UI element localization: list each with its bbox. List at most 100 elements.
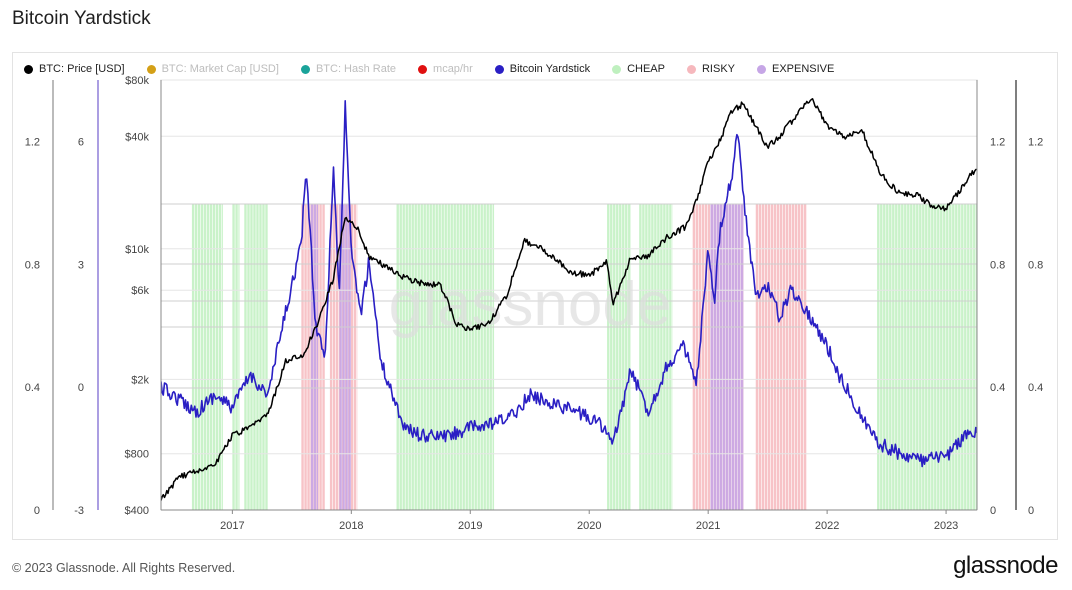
zone-cheap-bar bbox=[426, 204, 429, 510]
zone-cheap-bar bbox=[197, 204, 201, 510]
zone-cheap-bar bbox=[642, 204, 645, 510]
legend-label: EXPENSIVE bbox=[772, 63, 835, 75]
zone-risky-bar bbox=[335, 204, 339, 510]
zone-risky-bar bbox=[698, 204, 702, 510]
legend-item-btc-hash-rate[interactable]: BTC: Hash Rate bbox=[300, 63, 397, 75]
zone-cheap-bar bbox=[901, 204, 904, 510]
chart-legend[interactable]: BTC: Price [USD] BTC: Market Cap [USD] BTC… bbox=[24, 63, 856, 75]
series-line-bitcoin-yardstick[interactable] bbox=[161, 100, 977, 468]
zone-cheap-bar bbox=[492, 204, 495, 510]
zone-cheap-bar bbox=[256, 204, 259, 510]
zone-risky-bar bbox=[353, 204, 357, 510]
zone-cheap-bar bbox=[432, 204, 435, 510]
legend-dot-icon bbox=[494, 64, 504, 74]
zone-risky-bar bbox=[797, 204, 801, 510]
zone-expensive-bar bbox=[348, 204, 351, 510]
plot-area bbox=[160, 79, 978, 511]
zone-expensive-bar bbox=[713, 204, 716, 510]
price-tick-label: $6k bbox=[131, 285, 149, 297]
zone-cheap-bar bbox=[663, 204, 666, 510]
zone-cheap-bar bbox=[886, 204, 889, 510]
zone-cheap-bar bbox=[459, 204, 462, 510]
zone-cheap-bar bbox=[937, 204, 940, 510]
series-line-btc-price[interactable] bbox=[161, 98, 977, 501]
zone-cheap-bar bbox=[889, 204, 892, 510]
zone-risky-bar bbox=[773, 204, 777, 510]
legend-item-risky[interactable]: RISKY bbox=[686, 63, 735, 75]
zone-cheap-bar bbox=[645, 204, 648, 510]
x-tick-label: 2021 bbox=[696, 520, 720, 532]
zone-cheap-bar bbox=[931, 204, 934, 510]
price-tick-label: $80k bbox=[125, 75, 149, 87]
zone-risky-bar bbox=[767, 204, 771, 510]
zone-expensive-bar bbox=[310, 204, 314, 510]
zone-expensive-bar bbox=[313, 204, 317, 510]
zone-risky-bar bbox=[785, 204, 789, 510]
zone-expensive-bar bbox=[345, 204, 348, 510]
yardstick-tick-label: -3 bbox=[74, 505, 84, 517]
x-tick-label: 2020 bbox=[577, 520, 601, 532]
legend-label: BTC: Hash Rate bbox=[315, 63, 397, 75]
zone-cheap-bar bbox=[238, 204, 240, 510]
zone-cheap-bar bbox=[253, 204, 256, 510]
zone-expensive-bar bbox=[731, 204, 734, 510]
zone-cheap-bar bbox=[949, 204, 952, 510]
price-tick-label: $10k bbox=[125, 244, 149, 256]
zone-cheap-bar bbox=[465, 204, 468, 510]
copyright-footer: © 2023 Glassnode. All Rights Reserved. bbox=[12, 561, 236, 575]
legend-label: Bitcoin Yardstick bbox=[509, 63, 591, 75]
zone-risky-bar bbox=[704, 204, 708, 510]
legend-dot-icon bbox=[300, 64, 310, 74]
legend-dot-icon bbox=[418, 64, 428, 74]
zone-cheap-bar bbox=[651, 204, 654, 510]
legend-dot-icon bbox=[757, 64, 766, 74]
x-tick-label: 2018 bbox=[339, 520, 363, 532]
zone-cheap-bar bbox=[468, 204, 471, 510]
zone-cheap-bar bbox=[952, 204, 955, 510]
zone-cheap-bar bbox=[247, 204, 250, 510]
zone-cheap-bar bbox=[940, 204, 943, 510]
zone-cheap-bar bbox=[259, 204, 262, 510]
zone-cheap-bar bbox=[880, 204, 883, 510]
zone-cheap-bar bbox=[474, 204, 477, 510]
legend-item-btc-price-usd[interactable]: BTC: Price [USD] bbox=[24, 63, 125, 75]
legend-item-mcap-hr[interactable]: mcap/hr bbox=[418, 63, 473, 75]
legend-item-bitcoin-yardstick[interactable]: Bitcoin Yardstick bbox=[494, 63, 591, 75]
zone-cheap-bar bbox=[895, 204, 898, 510]
zone-cheap-bar bbox=[970, 204, 973, 510]
legend-item-btc-market-cap-usd[interactable]: BTC: Market Cap [USD] bbox=[146, 63, 279, 75]
zone-cheap-bar bbox=[456, 204, 459, 510]
zone-cheap-bar bbox=[489, 204, 492, 510]
legend-item-expensive[interactable]: EXPENSIVE bbox=[757, 63, 834, 75]
x-tick-label: 2023 bbox=[934, 520, 958, 532]
zone-cheap-bar bbox=[628, 204, 631, 510]
zone-cheap-bar bbox=[910, 204, 913, 510]
zone-risky-bar bbox=[329, 204, 333, 510]
yardstick-tick-label: 6 bbox=[78, 136, 84, 148]
zone-risky-bar bbox=[701, 204, 705, 510]
right-axis-1-tick-label: 0.8 bbox=[990, 259, 1005, 271]
zone-cheap-bar bbox=[925, 204, 928, 510]
signal-zones bbox=[191, 204, 977, 510]
legend-item-cheap[interactable]: CHEAP bbox=[612, 63, 665, 75]
right-axis-1-tick-label: 1.2 bbox=[990, 136, 1005, 148]
zone-cheap-bar bbox=[206, 204, 210, 510]
zone-expensive-bar bbox=[734, 204, 737, 510]
zone-cheap-bar bbox=[955, 204, 958, 510]
zone-cheap-bar bbox=[666, 204, 669, 510]
yardstick-tick-label: 0 bbox=[78, 382, 84, 394]
right-axis-1-tick-label: 0.4 bbox=[990, 382, 1005, 394]
right-axis-1-tick-label: 0 bbox=[990, 505, 996, 517]
watermark-text: glassnode bbox=[389, 270, 672, 339]
zone-risky-bar bbox=[304, 204, 307, 510]
zone-cheap-bar bbox=[414, 204, 417, 510]
zone-cheap-bar bbox=[399, 204, 402, 510]
zone-cheap-bar bbox=[215, 204, 219, 510]
zone-cheap-bar bbox=[616, 204, 619, 510]
glassnode-logo[interactable]: glassnode bbox=[953, 552, 1058, 579]
outer-left-tick-label: 0.8 bbox=[25, 259, 40, 271]
zone-cheap-bar bbox=[420, 204, 423, 510]
x-tick-label: 2022 bbox=[815, 520, 839, 532]
right-axis-2-tick-label: 1.2 bbox=[1028, 136, 1043, 148]
